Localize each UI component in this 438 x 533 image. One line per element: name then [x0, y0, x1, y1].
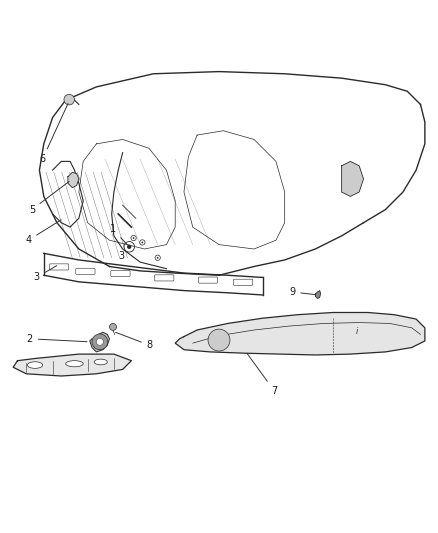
Text: 2: 2 [27, 334, 87, 344]
Circle shape [64, 94, 74, 105]
Polygon shape [315, 290, 321, 298]
Text: 7: 7 [247, 353, 278, 397]
Circle shape [110, 324, 117, 330]
Text: i: i [356, 327, 358, 336]
Text: 4: 4 [25, 220, 61, 245]
Text: 8: 8 [116, 332, 153, 350]
Text: 3: 3 [118, 247, 129, 261]
FancyBboxPatch shape [155, 275, 174, 281]
Polygon shape [175, 312, 425, 355]
Ellipse shape [94, 359, 107, 365]
Polygon shape [90, 332, 110, 352]
Text: 9: 9 [289, 287, 315, 297]
Text: 1: 1 [110, 224, 127, 245]
FancyBboxPatch shape [49, 264, 69, 270]
Circle shape [127, 245, 131, 249]
Text: 6: 6 [39, 103, 68, 164]
Ellipse shape [27, 362, 42, 368]
Circle shape [96, 338, 103, 345]
Circle shape [157, 257, 159, 259]
Polygon shape [342, 161, 364, 197]
FancyBboxPatch shape [233, 279, 253, 285]
Circle shape [133, 237, 134, 239]
FancyBboxPatch shape [111, 270, 130, 277]
Polygon shape [68, 172, 79, 188]
FancyBboxPatch shape [198, 277, 218, 283]
Circle shape [208, 329, 230, 351]
Text: 5: 5 [29, 181, 69, 215]
Polygon shape [13, 354, 131, 376]
Circle shape [141, 241, 143, 243]
FancyBboxPatch shape [76, 268, 95, 274]
Text: 3: 3 [33, 265, 57, 282]
Circle shape [92, 334, 108, 350]
Ellipse shape [66, 361, 83, 367]
